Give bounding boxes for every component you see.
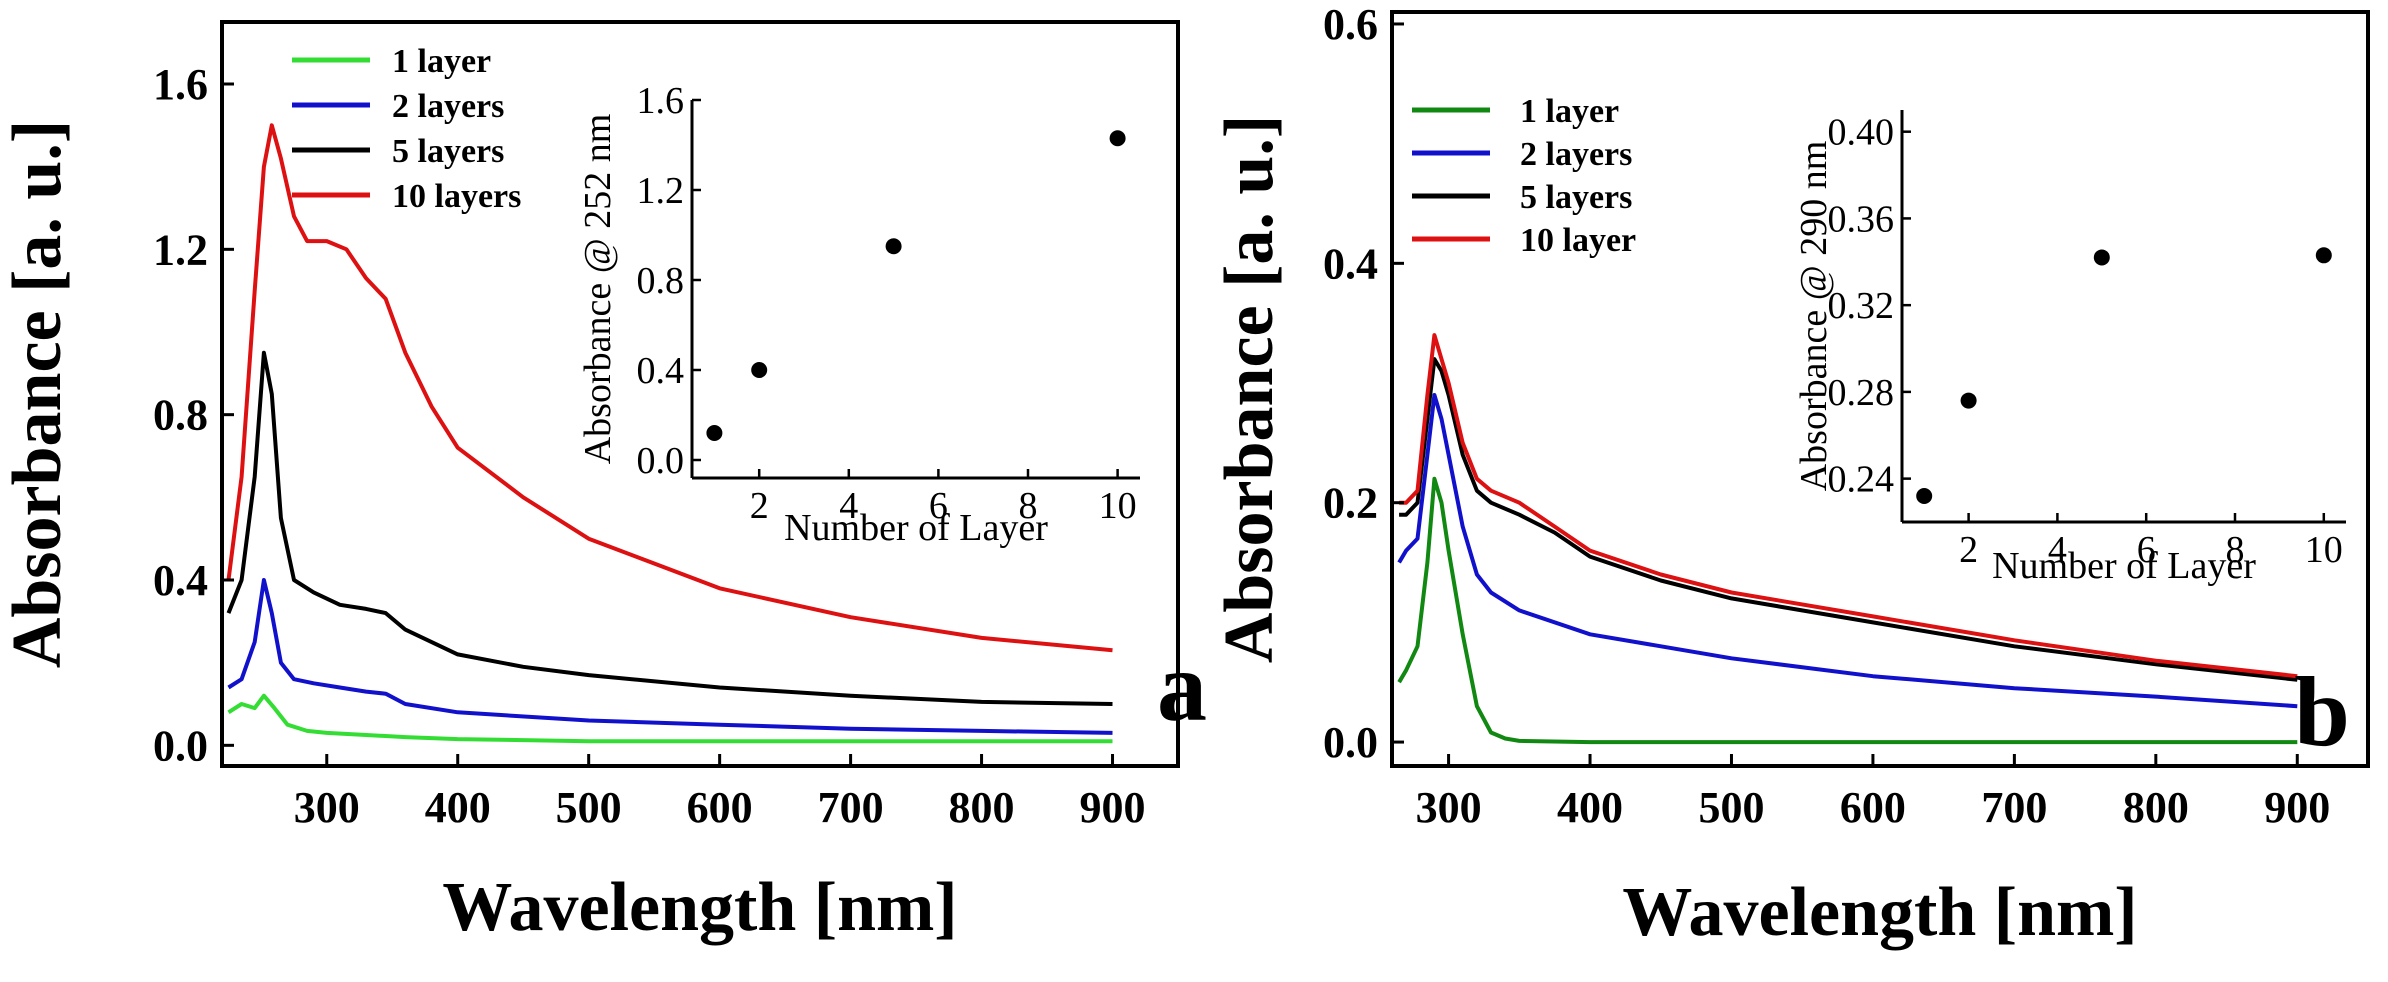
inset-data-point [2093,249,2110,266]
inset-x-axis-title: Number of Layer [1992,545,2256,587]
inset-y-axis-title: Absorbance @ 252 nm [577,114,619,465]
inset-data-point [1916,487,1933,504]
series-line-2 [226,350,1113,706]
x-tick-label: 400 [1557,783,1623,832]
panel-a: 300 400 500 600 700 800 900 0.0 0.4 0.8 1.2 1.6 Wave… [0,20,1207,946]
inset: 2 4 6 8 10 0.0 0.4 0.8 1.2 1.6 Number of Layer Abso… [577,80,1140,549]
inset-x-tick-label: 2 [750,485,769,527]
legend-label: 10 layers [392,178,521,215]
inset-x-tick-label: 8 [1019,485,1038,527]
y-tick-label: 0.4 [1323,239,1378,288]
inset-x-tick-label: 8 [2226,529,2245,571]
inset-y-tick-label: 0.36 [1828,198,1895,240]
inset-x-axis-title: Number of Layer [784,507,1048,549]
x-axis-title: Wavelength [nm] [1622,874,2137,951]
y-tick-label: 0.0 [153,721,208,770]
inset-y-axis-title: Absorbance @ 290 nm [1793,141,1835,492]
x-tick-label: 900 [1080,783,1146,832]
inset-y-tick-label: 0.28 [1828,372,1895,414]
panel-letter: a [1157,631,1207,742]
y-tick-label: 0.8 [153,391,208,440]
series-line-2 [1399,357,2298,682]
x-tick-label: 500 [556,783,622,832]
inset-y-tick-label: 0.8 [637,260,685,302]
y-tick-label: 0.2 [1323,479,1378,528]
inset-x-tick-label: 6 [929,485,948,527]
inset-y-tick-label: 0.0 [637,440,685,482]
inset-data-point [1109,130,1126,147]
inset: 2 4 6 8 10 0.24 0.28 0.32 0.36 0.40 Number of Laye… [1793,110,2346,587]
panel-letter: b [2294,656,2350,767]
x-tick-label: 800 [2123,783,2189,832]
y-tick-label: 0.6 [1323,0,1378,49]
plot-frame [220,20,1180,768]
inset-y-tick-label: 0.24 [1828,459,1895,501]
inset-y-tick-label: 0.32 [1828,285,1895,327]
inset-x-tick-label: 6 [2137,529,2156,571]
x-tick-label: 500 [1698,783,1764,832]
y-tick-label: 0.0 [1323,718,1378,767]
inset-y-tick-label: 1.6 [637,80,685,122]
inset-data-point [706,425,723,441]
inset-data-point [1960,392,1977,409]
x-tick-label: 300 [1416,783,1482,832]
legend-label: 1 layer [392,43,491,80]
series-line-1 [1397,393,2298,709]
plot-frame [1390,10,2370,768]
inset-data-point [2315,247,2332,264]
panel-b: 300 400 500 600 700 800 900 0.0 0.2 0.4 0.6 Wavelen… [1211,0,2370,951]
inset-x-tick-label: 4 [2048,529,2067,571]
y-tick-label: 1.6 [153,60,208,109]
legend-label: 1 layer [1520,93,1619,130]
x-tick-label: 900 [2264,783,2330,832]
series-line-3 [226,123,1113,653]
legend-label: 5 layers [1520,179,1632,216]
x-tick-label: 600 [687,783,753,832]
x-tick-label: 400 [425,783,491,832]
inset-x-tick-label: 4 [839,485,858,527]
inset-x-tick-label: 10 [2305,529,2343,571]
y-tick-label: 1.2 [153,225,208,274]
series-line-1 [227,578,1113,735]
series-line-3 [1399,333,2298,679]
y-axis-title: Absorbance [a. u.] [0,120,76,668]
legend: 1 layer 2 layers 5 layers 10 layers [292,43,521,215]
y-tick-label: 0.4 [153,556,208,605]
legend-label: 10 layer [1520,222,1636,259]
legend: 1 layer 2 layers 5 layers 10 layer [1412,93,1636,259]
inset-x-tick-label: 2 [1959,529,1978,571]
x-tick-label: 700 [818,783,884,832]
inset-y-tick-label: 0.4 [637,350,685,392]
x-tick-label: 300 [294,783,360,832]
legend-label: 5 layers [392,133,504,170]
inset-data-point [885,238,902,255]
x-tick-label: 600 [1840,783,1906,832]
x-tick-label: 700 [1981,783,2047,832]
inset-y-tick-label: 1.2 [637,170,685,212]
legend-label: 2 layers [1520,136,1632,173]
inset-data-point [751,362,768,378]
x-tick-label: 800 [949,783,1015,832]
series-line-0 [227,693,1113,744]
legend-label: 2 layers [392,88,504,125]
series-line-0 [1397,476,2298,745]
inset-x-tick-label: 10 [1099,485,1137,527]
inset-y-tick-label: 0.40 [1828,112,1895,154]
y-axis-title: Absorbance [a. u.] [1211,115,1288,663]
x-axis-title: Wavelength [nm] [442,869,957,946]
